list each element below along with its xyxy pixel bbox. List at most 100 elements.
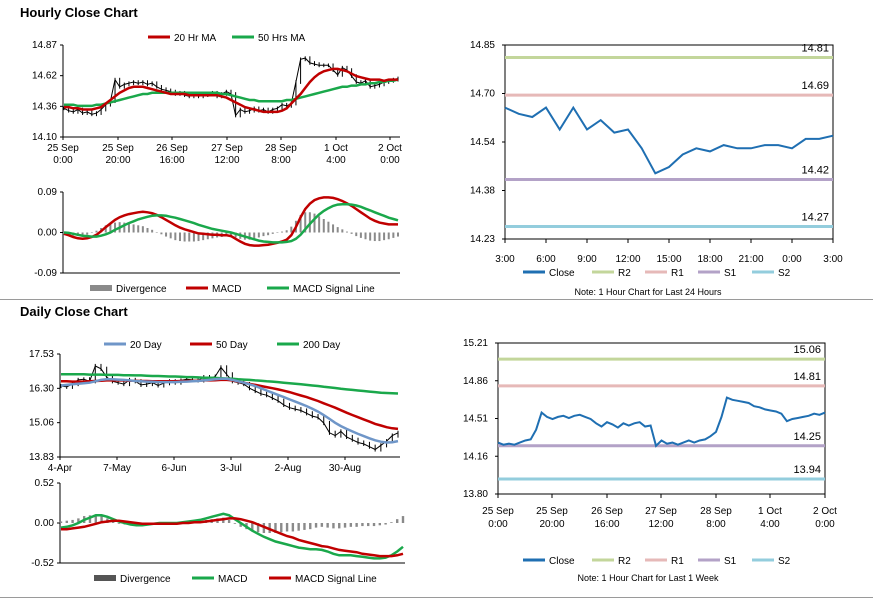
hourly-macd-divergence-bar [336, 227, 339, 233]
daily-pivot-ytick-label: 14.51 [463, 414, 488, 425]
daily-macd-divergence-bar [303, 523, 306, 530]
daily-macd-divergence-bar [280, 523, 283, 533]
daily-macd-divergence-bar [94, 514, 97, 523]
hourly-macd-divergence-bar [114, 222, 117, 233]
hourly-pivot-ytick-label: 14.54 [470, 137, 495, 148]
hourly-macd-divergence-bar [202, 232, 205, 241]
legend-hourly-divergence-label: Divergence [116, 284, 167, 295]
hourly-macd-divergence-bar [262, 232, 265, 237]
hourly-price-xtick-label: 2 Oct [378, 143, 402, 154]
hourly-macd-divergence-bar [369, 232, 372, 241]
daily-macd-divergence-bar [384, 523, 387, 525]
daily-macd-divergence-bar [361, 523, 364, 527]
hourly-macd-divergence-bar [290, 226, 293, 233]
hourly-macd-divergence-bar [109, 223, 112, 233]
hourly-macd-ytick-label: 0.00 [38, 228, 58, 239]
hourly-pivot-level-r1-label: 14.69 [801, 80, 829, 92]
hourly-pivot-ytick-label: 14.23 [470, 234, 495, 245]
hourly-macd-divergence-bar [90, 232, 93, 233]
legend-20-day-label: 20 Day [130, 340, 162, 351]
hourly-macd-divergence-bar [364, 232, 367, 240]
daily-pivot-xtick-label: 0:00 [815, 519, 835, 530]
legend-20hr-ma-label: 20 Hr MA [174, 33, 217, 44]
hourly-macd-divergence-bar [383, 232, 386, 241]
hourly-price-xtick-label: 8:00 [271, 155, 291, 166]
hourly-price-ytick-label: 14.10 [32, 132, 57, 143]
hourly-macd-signal-line [63, 202, 399, 244]
daily-price-xtick-label: 2-Aug [275, 463, 302, 474]
hourly-pivot-xtick-label: 3:00 [495, 254, 515, 265]
hourly-macd-divergence-bar [350, 232, 353, 234]
hourly-macd-divergence-bar [86, 232, 89, 235]
daily-macd-divergence-bar [372, 523, 376, 527]
daily-pivot-xtick-label: 2 Oct [813, 506, 837, 517]
hourly-pivot-level-s2-label: 14.27 [801, 211, 829, 223]
hourly-macd-divergence-bar [285, 230, 288, 233]
daily-macd-divergence-bar [274, 523, 277, 533]
daily-macd-divergence-bar [396, 519, 399, 523]
hourly-macd-divergence-bar [327, 221, 330, 233]
hourly-macd-divergence-bar [192, 232, 195, 242]
daily-macd-divergence-bar [88, 515, 92, 523]
hourly-price-xtick-label: 4:00 [326, 155, 346, 166]
hourly-pivot-xtick-label: 15:00 [656, 254, 681, 265]
daily-macd-divergence-bar [233, 523, 237, 524]
hourly-pivot-xtick-label: 0:00 [782, 254, 802, 265]
daily-macd-divergence-bar [291, 523, 295, 532]
daily-pivot-legend-s1-label: S1 [724, 556, 737, 567]
hourly-macd-divergence-bar [267, 232, 270, 236]
hourly-price-xtick-label: 16:00 [159, 155, 184, 166]
hourly-pivot-ytick-label: 14.38 [470, 186, 495, 197]
daily-price-ma50-line [61, 378, 399, 431]
hourly-macd-divergence-bar [169, 232, 172, 239]
hourly-macd-divergence-bar [137, 225, 140, 233]
hourly-pivot-note: Note: 1 Hour Chart for Last 24 Hours [574, 287, 722, 297]
hourly-pivot-level-s1-label: 14.42 [801, 165, 829, 177]
hourly-price-xtick-label: 25 Sep [47, 143, 79, 154]
daily-macd-signal-line [61, 517, 404, 558]
hourly-pivot-xtick-label: 12:00 [615, 254, 640, 265]
daily-macd-divergence-bar [117, 523, 121, 524]
daily-macd-divergence-bar [343, 523, 347, 528]
daily-pivot-xtick-label: 1 Oct [758, 506, 782, 517]
hourly-section-title: Hourly Close Chart [20, 5, 138, 20]
daily-macd-divergence-bar [285, 523, 289, 532]
daily-pivot-xtick-label: 0:00 [488, 519, 508, 530]
hourly-macd-divergence-bar [373, 232, 376, 242]
hourly-macd-divergence-bar [387, 232, 390, 240]
hourly-macd-divergence-bar [257, 232, 260, 238]
hourly-macd-divergence-bar [104, 225, 107, 233]
daily-price-ytick-label: 16.30 [29, 383, 54, 394]
hourly-macd-divergence-bar [123, 222, 126, 233]
hourly-price-xtick-label: 20:00 [105, 155, 130, 166]
hourly-macd-divergence-bar [299, 214, 302, 233]
legend-daily-signal-label: MACD Signal Line [295, 574, 377, 585]
daily-macd-divergence-bar [332, 523, 335, 529]
daily-macd-divergence-bar [71, 519, 74, 523]
daily-pivot-level-s1-label: 14.25 [793, 431, 821, 443]
daily-macd-divergence-bar [367, 523, 370, 527]
hourly-price-xtick-label: 0:00 [53, 155, 73, 166]
hourly-macd-divergence-bar [271, 232, 274, 234]
hourly-price-xtick-label: 28 Sep [265, 143, 297, 154]
hourly-macd-divergence-bar [141, 226, 144, 233]
legend-200-day-label: 200 Day [303, 340, 340, 351]
daily-pivot-legend-r1-label: R1 [671, 556, 684, 567]
hourly-macd-divergence-bar [332, 224, 335, 233]
daily-price-xtick-label: 4-Apr [48, 463, 73, 474]
hourly-pivot-xtick-label: 6:00 [536, 254, 556, 265]
daily-macd-divergence-bar [256, 523, 260, 533]
daily-section-title: Daily Close Chart [20, 304, 128, 319]
daily-price-ytick-label: 13.83 [29, 452, 54, 463]
daily-macd-divergence-bar [309, 523, 312, 530]
hourly-macd-divergence-bar [174, 232, 177, 241]
hourly-macd-macd-line [63, 196, 398, 247]
hourly-pivot-xtick-label: 21:00 [738, 254, 763, 265]
hourly-price-ytick-label: 14.62 [32, 71, 57, 82]
hourly-macd-divergence-bar [276, 232, 279, 233]
daily-pivot-ytick-label: 15.21 [463, 338, 488, 349]
daily-macd-divergence-bar [349, 523, 353, 527]
hourly-macd-divergence-bar [355, 232, 358, 237]
hourly-macd-divergence-bar [230, 232, 232, 237]
daily-pivot-xtick-label: 25 Sep [482, 506, 514, 517]
